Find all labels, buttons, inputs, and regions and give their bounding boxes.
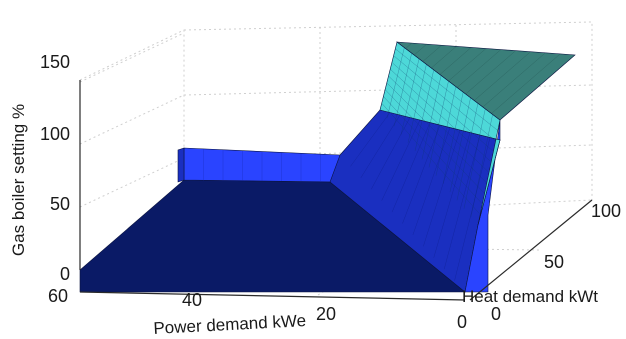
mesh-line	[388, 75, 490, 173]
mesh-line	[350, 112, 391, 167]
y-ticks: 0 50 100	[491, 201, 621, 324]
mesh-line	[405, 42, 412, 49]
mesh-line	[386, 82, 487, 184]
mesh-line	[443, 134, 481, 270]
floor-back-edge	[183, 199, 593, 221]
axes	[79, 80, 593, 301]
surface-facet-top	[396, 41, 576, 121]
mesh-line	[390, 69, 492, 163]
x-axis-line	[79, 291, 466, 301]
mesh-line	[421, 75, 442, 160]
x-axis-label: Power demand kWe	[153, 311, 307, 338]
mesh-line	[482, 52, 546, 108]
mesh-line	[402, 124, 441, 224]
z-tick-label: 150	[40, 52, 70, 72]
y-tick-label: 50	[544, 252, 564, 272]
mesh-line	[463, 108, 486, 209]
mesh-line	[393, 55, 496, 142]
grid-z-100-left	[79, 94, 185, 145]
mesh-line	[384, 89, 485, 194]
mesh-line	[456, 49, 501, 88]
mesh-line	[470, 114, 493, 217]
z-tick-label: 50	[50, 194, 70, 214]
mesh-line	[407, 64, 427, 143]
mesh-line	[439, 47, 472, 75]
z-ticks: 150 100 50 0	[40, 52, 70, 284]
y-tick-label: 100	[591, 201, 621, 221]
mesh-line	[454, 137, 491, 281]
mesh-line	[381, 119, 421, 201]
x-ticks: 60 40 20 0	[48, 286, 467, 332]
mesh-line	[360, 114, 401, 178]
grid-z-150-left	[79, 32, 185, 83]
mesh-line	[428, 80, 449, 168]
mesh-line	[433, 132, 471, 258]
mesh-line	[449, 97, 471, 193]
mesh-line	[442, 92, 464, 184]
y-tick-label: 0	[491, 304, 501, 324]
z-axis-label: Gas boiler setting %	[9, 104, 28, 256]
z-tick-label: 0	[60, 264, 70, 284]
grid-z-50-left	[79, 157, 185, 208]
mesh-line	[423, 129, 461, 247]
mesh-line	[386, 47, 405, 119]
x-tick-label: 40	[182, 290, 202, 310]
mesh-line	[395, 48, 498, 131]
surface-facet-ledge-front	[177, 147, 185, 183]
x-tick-label: 60	[48, 286, 68, 306]
mesh-line	[474, 51, 531, 101]
mesh-line	[391, 122, 431, 213]
mesh-line	[414, 69, 435, 152]
mesh-line	[371, 117, 411, 190]
mesh-line	[465, 50, 516, 95]
mesh-line	[414, 43, 427, 56]
mesh-line	[422, 45, 442, 62]
mesh-line	[381, 103, 481, 215]
mesh-line	[383, 96, 483, 205]
mesh-line	[412, 127, 451, 235]
mesh-line	[456, 103, 479, 201]
x-tick-label: 0	[457, 312, 467, 332]
surface-facet-cyan	[379, 41, 501, 226]
grid-z-50-back	[183, 144, 593, 159]
mesh-line	[391, 62, 494, 152]
mesh-line	[393, 53, 412, 127]
y-axis-line	[469, 199, 593, 301]
mesh-line	[448, 48, 487, 82]
x-tick-label: 20	[316, 304, 336, 324]
mesh-line	[491, 53, 561, 114]
y-axis-label: Heat demand kWt	[462, 287, 598, 306]
surface	[79, 41, 576, 293]
z-tick-label: 100	[40, 124, 70, 144]
mesh-line	[400, 58, 420, 135]
mesh-line	[431, 46, 457, 69]
mesh-line	[435, 86, 457, 176]
mesh	[203, 42, 561, 281]
